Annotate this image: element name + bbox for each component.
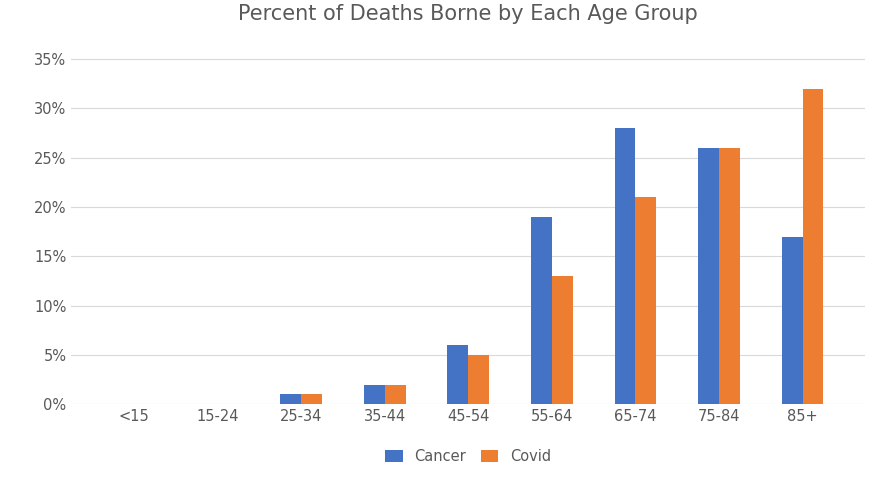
Bar [781, 237, 803, 404]
Bar [635, 197, 657, 404]
Bar [615, 128, 635, 404]
Bar [280, 394, 301, 404]
Bar [301, 394, 322, 404]
Bar [803, 89, 823, 404]
Bar [448, 345, 468, 404]
Bar [719, 148, 739, 404]
Bar [698, 148, 719, 404]
Bar [552, 276, 573, 404]
Bar [384, 385, 406, 404]
Bar [531, 217, 552, 404]
Legend: Cancer, Covid: Cancer, Covid [380, 443, 557, 470]
Title: Percent of Deaths Borne by Each Age Group: Percent of Deaths Borne by Each Age Grou… [238, 4, 698, 24]
Bar [468, 355, 489, 404]
Bar [364, 385, 384, 404]
